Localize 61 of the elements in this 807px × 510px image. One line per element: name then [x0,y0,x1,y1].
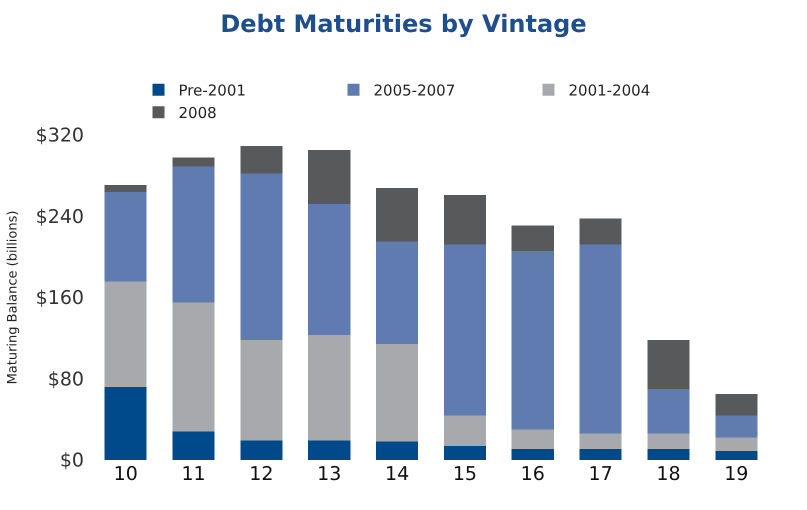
x-tick-label: 10 [114,463,138,485]
bar [240,440,282,460]
bar [580,244,622,434]
bar [444,446,486,460]
bar [376,242,418,344]
y-tick-label: $0 [60,450,84,472]
bar [172,302,215,432]
bar [308,150,350,204]
bar [240,340,282,441]
bar [512,430,554,449]
bar [715,438,758,451]
bar [512,250,554,430]
bar [647,434,690,449]
x-tick-label: 14 [384,463,410,485]
bar [376,442,418,460]
bar [580,434,622,449]
x-tick-label: 15 [452,463,478,485]
bar [376,188,418,242]
legend-label: 2005-2007 [374,82,456,100]
y-tick-label: $240 [36,206,84,228]
y-tick-label: $80 [48,368,84,390]
bar [104,192,147,282]
bar [104,184,147,192]
bar [647,448,690,460]
bar [308,440,350,460]
bar [580,448,622,460]
y-tick-label: $320 [36,124,84,147]
y-tick-label: $160 [36,287,84,310]
bar [104,386,147,460]
x-tick-label: 13 [317,463,342,485]
x-tick-label: 12 [249,463,274,485]
y-axis-title: Maturing Balance (billions) [6,210,21,384]
bar [647,388,690,434]
bar [240,146,282,174]
bar [647,340,690,389]
bar [308,204,350,336]
bar [376,344,418,442]
bar [172,157,215,166]
x-tick-label: 11 [181,463,206,485]
bar [512,225,554,251]
bar [308,335,350,441]
bar [104,281,147,387]
legend-label: 2008 [178,104,217,122]
legend-label: Pre-2001 [178,82,246,100]
bar [715,450,758,460]
x-tick-label: 18 [656,463,681,485]
chart-title: Debt Maturities by Vintage [220,10,587,38]
bar [512,448,554,460]
bar [444,194,486,245]
bar [715,394,758,416]
bar [444,415,486,446]
x-tick-label: 19 [724,463,748,485]
bar [240,174,282,340]
bar [715,415,758,438]
bar [444,244,486,416]
bar [580,218,622,245]
legend-label: 2001-2004 [568,82,650,100]
x-tick-label: 17 [588,463,613,485]
x-tick-label: 16 [520,463,545,485]
bar [172,166,215,303]
bar [172,432,215,460]
